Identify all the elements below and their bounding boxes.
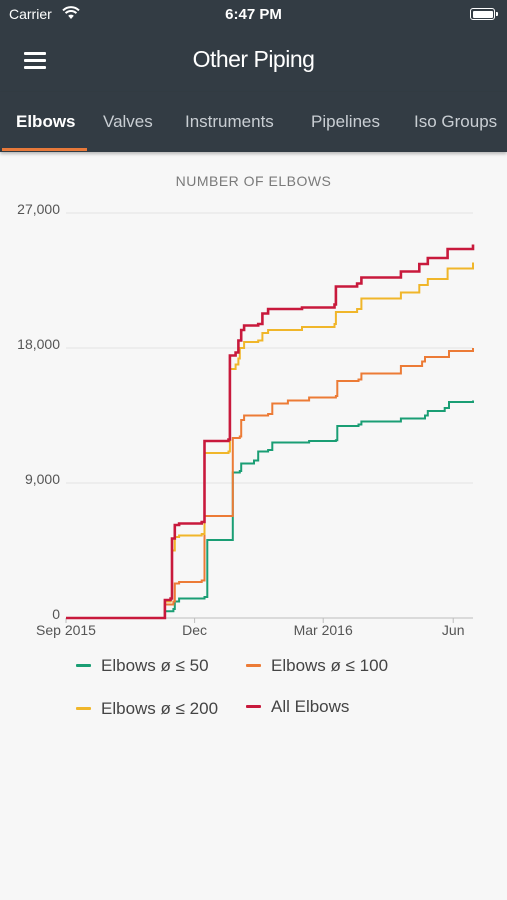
chart-title: NUMBER OF ELBOWS: [175, 173, 332, 189]
x-tick-label: Sep 2015: [36, 622, 96, 638]
y-tick-label: 27,000: [17, 201, 60, 217]
series-line: [66, 348, 474, 619]
tab-elbows[interactable]: Elbows: [16, 112, 76, 131]
legend-label: All Elbows: [271, 697, 350, 716]
tab-valves[interactable]: Valves: [103, 112, 153, 131]
legend-label: Elbows ø ≤ 50: [101, 656, 209, 675]
legend-label: Elbows ø ≤ 100: [271, 656, 389, 675]
y-tick-label: 18,000: [17, 336, 60, 352]
legend-label: Elbows ø ≤ 200: [101, 699, 219, 718]
x-tick-label: Mar 2016: [294, 622, 353, 638]
series-line: [66, 262, 474, 619]
legend-swatch: [76, 664, 91, 667]
tab-instruments[interactable]: Instruments: [185, 112, 274, 131]
tab-pipelines[interactable]: Pipelines: [311, 112, 380, 131]
tab-iso-groups[interactable]: Iso Groups: [414, 112, 498, 131]
battery-icon: [470, 8, 498, 20]
wifi-icon: [62, 6, 80, 19]
legend-swatch: [246, 705, 261, 708]
page-title: Other Piping: [192, 46, 315, 72]
y-tick-label: 0: [52, 606, 60, 622]
series-line: [66, 244, 475, 620]
elbows-line-chart: 0 9,000 18,000 27,000 Sep 2015 Dec Mar 2016 Jun: [17, 201, 475, 638]
status-time: 6:47 PM: [225, 6, 282, 23]
app-bar: Other Piping: [0, 28, 507, 92]
x-tick-label: Jun: [442, 622, 465, 638]
battery-level: [472, 10, 493, 18]
status-bar: Carrier 6:47 PM: [0, 0, 507, 28]
tab-bar: Elbows Valves Instruments Pipelines Iso …: [0, 92, 507, 152]
active-tab-indicator: [2, 148, 87, 151]
legend-swatch: [76, 707, 91, 710]
legend-swatch: [246, 664, 261, 667]
series-line: [66, 400, 474, 619]
hamburger-menu-icon[interactable]: [22, 49, 48, 71]
x-tick-label: Dec: [182, 622, 207, 638]
carrier-name: Carrier: [9, 6, 52, 22]
y-tick-label: 9,000: [25, 471, 60, 487]
